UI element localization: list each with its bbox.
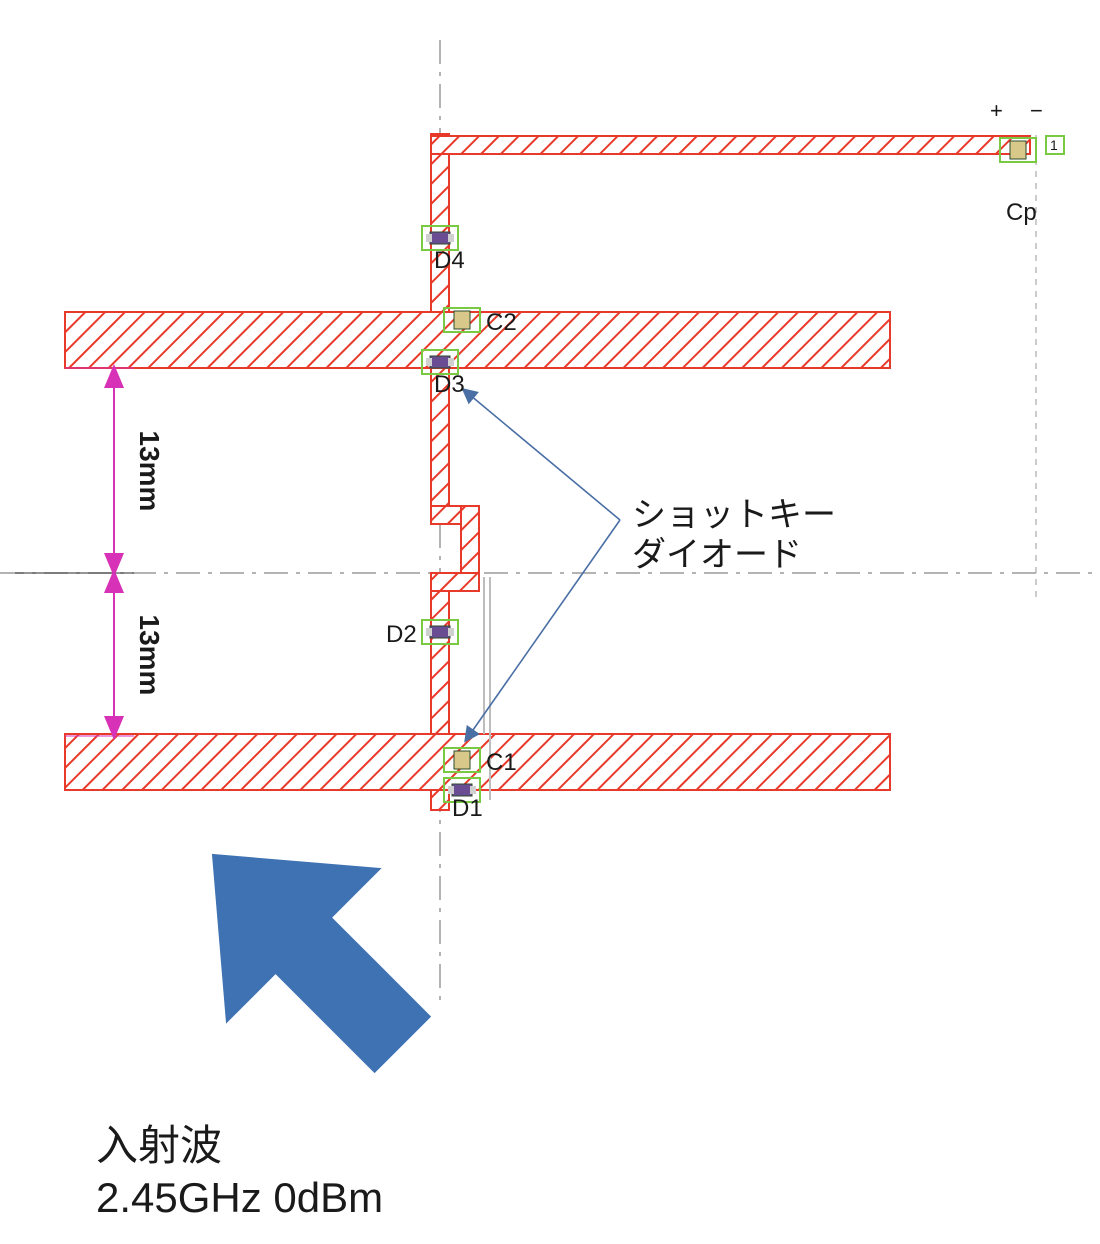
component-label-d1: D1 <box>452 795 483 822</box>
annotation-text-2: ダイオード <box>632 536 802 574</box>
feed-strip-upper-top <box>431 134 449 312</box>
component-label-d4: D4 <box>434 247 465 274</box>
component-c2: C2 <box>444 308 517 336</box>
feed-strip-lower-mid <box>431 573 449 734</box>
annotation-text-1: ショットキー <box>632 496 836 534</box>
component-label-c1: C1 <box>486 749 517 776</box>
output-trace-top <box>431 136 1030 154</box>
dim-label-lower: 13mm <box>134 615 165 696</box>
component-d4: D4 <box>422 226 465 274</box>
feed-strip-tail <box>431 790 449 810</box>
port-minus: − <box>1030 98 1043 123</box>
dim-label-upper: 13mm <box>134 431 165 512</box>
component-label-cp: Cp <box>1006 199 1037 226</box>
component-label-d3: D3 <box>434 371 465 398</box>
component-label-d2: D2 <box>386 621 417 648</box>
dipole-top-bar <box>65 312 890 368</box>
annotation-leader-1 <box>464 390 620 520</box>
feed-step-hconn-bot <box>431 573 479 591</box>
component-c1: C1 <box>444 748 517 776</box>
incident-text-1: 入射波 <box>96 1122 222 1169</box>
incident-arrow <box>134 776 480 1122</box>
dipole-bottom-bar <box>65 734 890 790</box>
incident-text-2: 2.45GHz 0dBm <box>96 1174 383 1221</box>
port-plus: + <box>990 98 1003 123</box>
port-number: 1 <box>1050 137 1058 153</box>
component-label-c2: C2 <box>486 309 517 336</box>
